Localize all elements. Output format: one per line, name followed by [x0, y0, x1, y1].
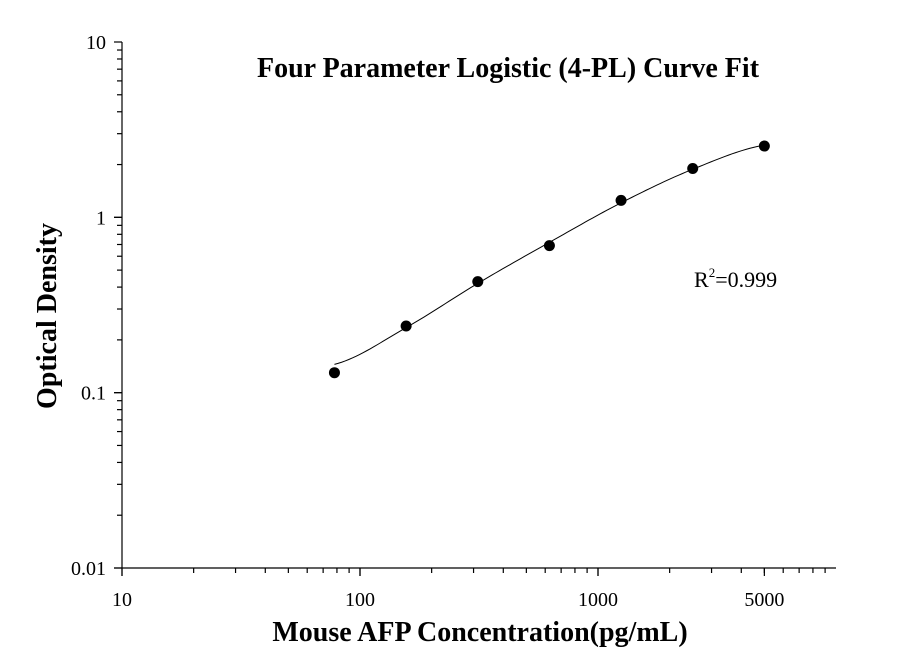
- r-squared-annotation: R2=0.999: [694, 265, 777, 292]
- data-point: [615, 194, 627, 206]
- r-squared-base: R: [694, 267, 709, 292]
- y-tick-label: 0.1: [81, 383, 106, 405]
- data-point: [758, 140, 770, 152]
- r-squared-value: =0.999: [715, 267, 777, 292]
- y-tick-label: 10: [86, 32, 106, 54]
- fit-curve: [334, 144, 765, 365]
- x-tick-label: 5000: [744, 589, 784, 611]
- plot-frame: [121, 42, 836, 569]
- r-squared-sup: 2: [709, 265, 716, 280]
- data-point: [687, 162, 699, 174]
- fit-curve-layer: [334, 144, 765, 365]
- y-tick-label: 0.01: [71, 558, 106, 580]
- x-tick-label: 10: [112, 589, 132, 611]
- data-point: [400, 320, 412, 332]
- y-axis: 0.01 0.1 1 10: [71, 32, 122, 580]
- x-tick-label: 100: [345, 589, 375, 611]
- chart-title: Four Parameter Logistic (4-PL) Curve Fit: [257, 53, 760, 84]
- data-point: [472, 276, 484, 288]
- data-point: [543, 240, 555, 252]
- x-axis: 10 100 1000 5000: [112, 568, 826, 611]
- x-axis-label: Mouse AFP Concentration(pg/mL): [272, 617, 687, 648]
- data-points-layer: [328, 140, 770, 379]
- data-point: [328, 367, 340, 379]
- x-tick-label: 1000: [578, 589, 618, 611]
- y-axis-label: Optical Density: [32, 223, 63, 409]
- y-tick-label: 1: [96, 207, 106, 229]
